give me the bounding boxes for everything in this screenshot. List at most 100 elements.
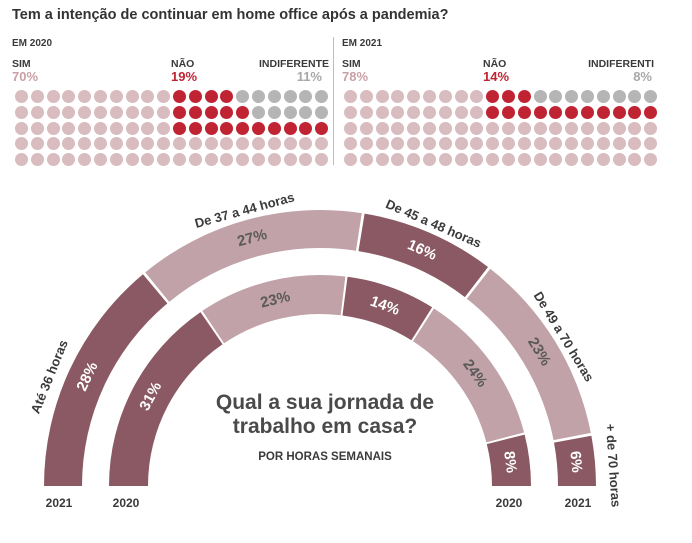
- dot-nao-2020: [173, 121, 186, 135]
- dot-sim-2021: [486, 137, 500, 151]
- dot-sim-2021: [596, 121, 610, 135]
- dot-sim-2020: [173, 137, 186, 151]
- dot-sim-2020: [30, 105, 44, 119]
- dot-sim-2021: [407, 90, 421, 103]
- segment-2020-0: [109, 312, 223, 486]
- dot-sim-2021: [391, 137, 405, 151]
- dot-sim-2021: [359, 153, 373, 167]
- dot-sim-2021: [517, 121, 531, 135]
- dot-sim-2021: [612, 137, 626, 151]
- dot-sim-2020: [15, 121, 28, 135]
- indiferente-pct-2020: 11%: [296, 69, 322, 84]
- segment-2020-4: [486, 434, 531, 486]
- dot-sim-2020: [46, 90, 60, 103]
- dot-indiferente-2021: [533, 90, 547, 103]
- chart-subtitle: POR HORAS SEMANAIS: [258, 451, 392, 463]
- dot-sim-2020: [141, 90, 155, 103]
- dot-indiferente-2021: [628, 90, 642, 103]
- dot-sim-2020: [15, 153, 28, 167]
- dot-sim-2020: [236, 137, 250, 151]
- dot-sim-2020: [15, 105, 28, 119]
- sim-pct-2021: 78%: [342, 69, 369, 84]
- dot-sim-2021: [565, 153, 579, 167]
- dot-sim-2021: [644, 121, 658, 135]
- dot-sim-2020: [173, 153, 186, 167]
- dot-sim-2021: [391, 90, 405, 103]
- dot-sim-2020: [94, 105, 107, 119]
- dot-sim-2021: [454, 121, 468, 135]
- dot-sim-2021: [612, 153, 626, 167]
- dot-sim-2020: [78, 153, 92, 167]
- dot-sim-2020: [30, 90, 44, 103]
- dot-sim-2021: [549, 137, 563, 151]
- dot-nao-2020: [204, 105, 218, 119]
- dot-sim-2021: [438, 121, 452, 135]
- dot-sim-2021: [423, 153, 436, 167]
- dot-sim-2020: [46, 137, 60, 151]
- dot-indiferente-2021: [596, 90, 610, 103]
- dot-nao-2020: [299, 121, 313, 135]
- dot-sim-2020: [15, 137, 28, 151]
- dot-sim-2021: [375, 153, 389, 167]
- year-2020-heading: EM 2020: [12, 38, 53, 49]
- dot-indiferente-2020: [283, 105, 297, 119]
- dot-sim-2021: [438, 153, 452, 167]
- value-label-2021-4: 6%: [566, 450, 585, 473]
- dot-sim-2021: [359, 90, 373, 103]
- dot-sim-2020: [157, 105, 171, 119]
- dot-sim-2020: [30, 153, 44, 167]
- dot-sim-2021: [581, 153, 594, 167]
- dot-sim-2020: [78, 121, 92, 135]
- dot-sim-2020: [109, 121, 123, 135]
- indiferente-pct-2021: 8%: [633, 69, 652, 84]
- dot-sim-2020: [267, 137, 281, 151]
- dot-sim-2021: [375, 137, 389, 151]
- chart-title-line1: Qual a sua jornada de: [216, 391, 434, 414]
- dot-sim-2020: [157, 137, 171, 151]
- dot-sim-2020: [30, 121, 44, 135]
- sim-pct-2020: 70%: [12, 69, 39, 84]
- sim-label-2021: SIM: [342, 58, 361, 70]
- nao-pct-2021: 14%: [483, 69, 510, 84]
- dot-sim-2021: [344, 137, 357, 151]
- dot-indiferente-2020: [236, 90, 250, 103]
- dot-nao-2021: [533, 105, 547, 119]
- dot-sim-2020: [109, 90, 123, 103]
- dot-sim-2020: [188, 153, 202, 167]
- dot-sim-2020: [204, 153, 218, 167]
- dot-sim-2021: [470, 137, 484, 151]
- dot-sim-2021: [612, 121, 626, 135]
- dot-sim-2021: [344, 121, 357, 135]
- dot-sim-2021: [344, 90, 357, 103]
- dot-sim-2020: [125, 153, 139, 167]
- dot-sim-2020: [157, 121, 171, 135]
- dot-sim-2021: [470, 153, 484, 167]
- dot-sim-2021: [470, 90, 484, 103]
- dot-sim-2020: [283, 137, 297, 151]
- indiferente-label-2020: INDIFERENTE: [258, 58, 329, 70]
- dot-sim-2021: [533, 121, 547, 135]
- dot-sim-2020: [220, 137, 234, 151]
- dot-nao-2020: [173, 105, 186, 119]
- dot-sim-2020: [78, 137, 92, 151]
- dot-sim-2021: [581, 121, 594, 135]
- dot-sim-2021: [502, 153, 515, 167]
- dot-nao-2020: [188, 90, 202, 103]
- segment-2021-2: [358, 213, 489, 298]
- dot-sim-2021: [596, 153, 610, 167]
- segment-2021-4: [554, 435, 596, 486]
- dot-sim-2020: [220, 153, 234, 167]
- dot-sim-2021: [438, 90, 452, 103]
- dot-sim-2021: [644, 137, 658, 151]
- dot-sim-2020: [109, 105, 123, 119]
- dot-sim-2020: [252, 137, 265, 151]
- category-label-4: + de 70 horas: [603, 423, 624, 507]
- dot-sim-2021: [438, 137, 452, 151]
- dot-nao-2020: [220, 90, 234, 103]
- segment-2020-2: [342, 276, 433, 341]
- dot-indiferente-2020: [252, 90, 265, 103]
- dot-nao-2020: [204, 90, 218, 103]
- dot-nao-2020: [252, 121, 265, 135]
- dot-nao-2020: [220, 105, 234, 119]
